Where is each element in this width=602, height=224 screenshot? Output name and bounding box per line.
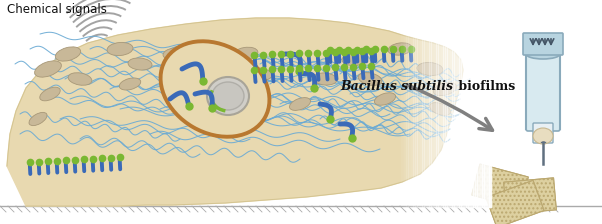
Polygon shape bbox=[486, 180, 544, 224]
Polygon shape bbox=[504, 178, 556, 214]
Text: Chemical signals: Chemical signals bbox=[7, 3, 107, 16]
Ellipse shape bbox=[55, 47, 81, 61]
Ellipse shape bbox=[209, 93, 231, 105]
FancyBboxPatch shape bbox=[533, 123, 553, 143]
Ellipse shape bbox=[212, 82, 244, 110]
Ellipse shape bbox=[189, 73, 211, 85]
Polygon shape bbox=[472, 164, 529, 208]
Ellipse shape bbox=[290, 98, 311, 110]
Ellipse shape bbox=[433, 82, 457, 96]
Ellipse shape bbox=[533, 128, 553, 144]
Ellipse shape bbox=[240, 88, 261, 100]
Text: Bacillus subtilis: Bacillus subtilis bbox=[340, 80, 453, 93]
Ellipse shape bbox=[342, 52, 368, 66]
Ellipse shape bbox=[207, 77, 249, 115]
Polygon shape bbox=[7, 18, 463, 206]
Polygon shape bbox=[472, 164, 529, 208]
Ellipse shape bbox=[107, 42, 133, 56]
Ellipse shape bbox=[526, 49, 560, 59]
Ellipse shape bbox=[417, 62, 443, 75]
Ellipse shape bbox=[388, 43, 412, 55]
Ellipse shape bbox=[358, 73, 382, 85]
Ellipse shape bbox=[313, 73, 337, 85]
Text: biofilms: biofilms bbox=[454, 80, 515, 93]
Polygon shape bbox=[486, 180, 544, 224]
Ellipse shape bbox=[374, 93, 396, 105]
Ellipse shape bbox=[248, 68, 272, 80]
Ellipse shape bbox=[119, 78, 141, 90]
FancyBboxPatch shape bbox=[526, 52, 560, 131]
Ellipse shape bbox=[232, 47, 258, 61]
Ellipse shape bbox=[29, 112, 47, 126]
Ellipse shape bbox=[128, 58, 152, 70]
Ellipse shape bbox=[161, 41, 270, 137]
Ellipse shape bbox=[429, 103, 450, 115]
Ellipse shape bbox=[35, 61, 61, 77]
Polygon shape bbox=[504, 178, 556, 214]
Ellipse shape bbox=[40, 87, 60, 101]
Ellipse shape bbox=[163, 48, 187, 60]
FancyBboxPatch shape bbox=[523, 33, 563, 55]
Ellipse shape bbox=[68, 73, 92, 85]
